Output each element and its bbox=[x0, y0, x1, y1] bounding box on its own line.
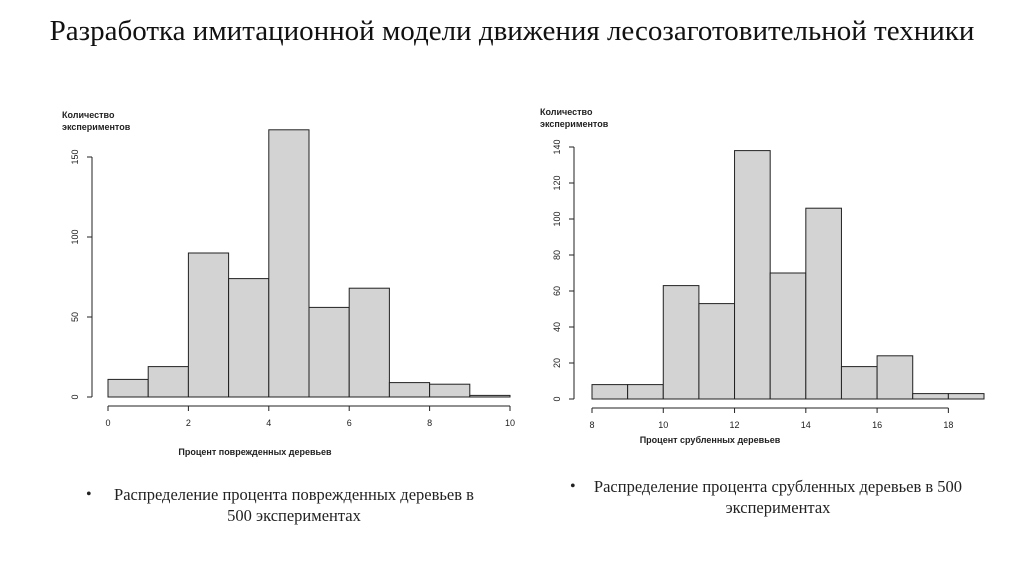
x-tick-label: 14 bbox=[801, 420, 811, 430]
x-tick-label: 16 bbox=[872, 420, 882, 430]
y-axis-title: Количество экспериментов bbox=[62, 110, 131, 132]
y-tick-label: 0 bbox=[552, 396, 562, 401]
bar bbox=[947, 393, 985, 400]
x-tick-label: 12 bbox=[730, 420, 740, 430]
bar bbox=[268, 129, 310, 398]
bar bbox=[769, 272, 807, 400]
x-tick-label: 0 bbox=[105, 418, 110, 428]
bullet: • bbox=[570, 478, 576, 495]
bar bbox=[308, 306, 350, 398]
bar bbox=[469, 394, 511, 398]
slide-title: Разработка имитационной модели движения … bbox=[49, 15, 975, 47]
caption: Распределение процента поврежденных дере… bbox=[114, 485, 474, 525]
x-tick-label: 8 bbox=[427, 418, 432, 428]
bar bbox=[734, 150, 771, 400]
x-tick-label: 10 bbox=[658, 420, 668, 430]
y-tick-label: 140 bbox=[552, 139, 562, 154]
x-tick-label: 18 bbox=[943, 420, 953, 430]
x-tick-label: 2 bbox=[186, 418, 191, 428]
bar bbox=[698, 303, 736, 400]
y-tick-label: 150 bbox=[70, 149, 80, 164]
y-tick-label: 100 bbox=[70, 229, 80, 244]
y-tick-label: 50 bbox=[70, 312, 80, 322]
bar bbox=[627, 384, 664, 400]
bar bbox=[147, 366, 189, 398]
bar bbox=[388, 382, 431, 398]
x-axis-title: Процент срубленных деревьев bbox=[640, 435, 781, 445]
y-tick-label: 100 bbox=[552, 211, 562, 226]
y-tick-label: 40 bbox=[552, 322, 562, 332]
y-tick-label: 120 bbox=[552, 175, 562, 190]
bar bbox=[348, 287, 390, 398]
x-tick-label: 10 bbox=[505, 418, 515, 428]
caption: Распределение процента срубленных деревь… bbox=[593, 477, 963, 517]
y-tick-label: 20 bbox=[552, 358, 562, 368]
bar bbox=[591, 384, 629, 400]
bar bbox=[662, 285, 700, 400]
y-tick-label: 0 bbox=[70, 394, 80, 399]
bar bbox=[429, 383, 471, 398]
bar bbox=[187, 252, 230, 398]
x-tick-label: 4 bbox=[266, 418, 271, 428]
bar bbox=[876, 355, 914, 400]
bar bbox=[805, 207, 842, 400]
x-axis-title: Процент поврежденных деревьев bbox=[178, 447, 332, 457]
y-tick-label: 60 bbox=[552, 286, 562, 296]
y-tick-label: 80 bbox=[552, 250, 562, 260]
bar bbox=[840, 366, 878, 400]
bar bbox=[107, 378, 149, 398]
x-tick-label: 6 bbox=[347, 418, 352, 428]
x-tick-label: 8 bbox=[589, 420, 594, 430]
bar bbox=[912, 393, 949, 400]
y-axis-title: Количество экспериментов bbox=[540, 107, 609, 129]
bar bbox=[228, 278, 270, 398]
bullet: • bbox=[86, 486, 92, 503]
